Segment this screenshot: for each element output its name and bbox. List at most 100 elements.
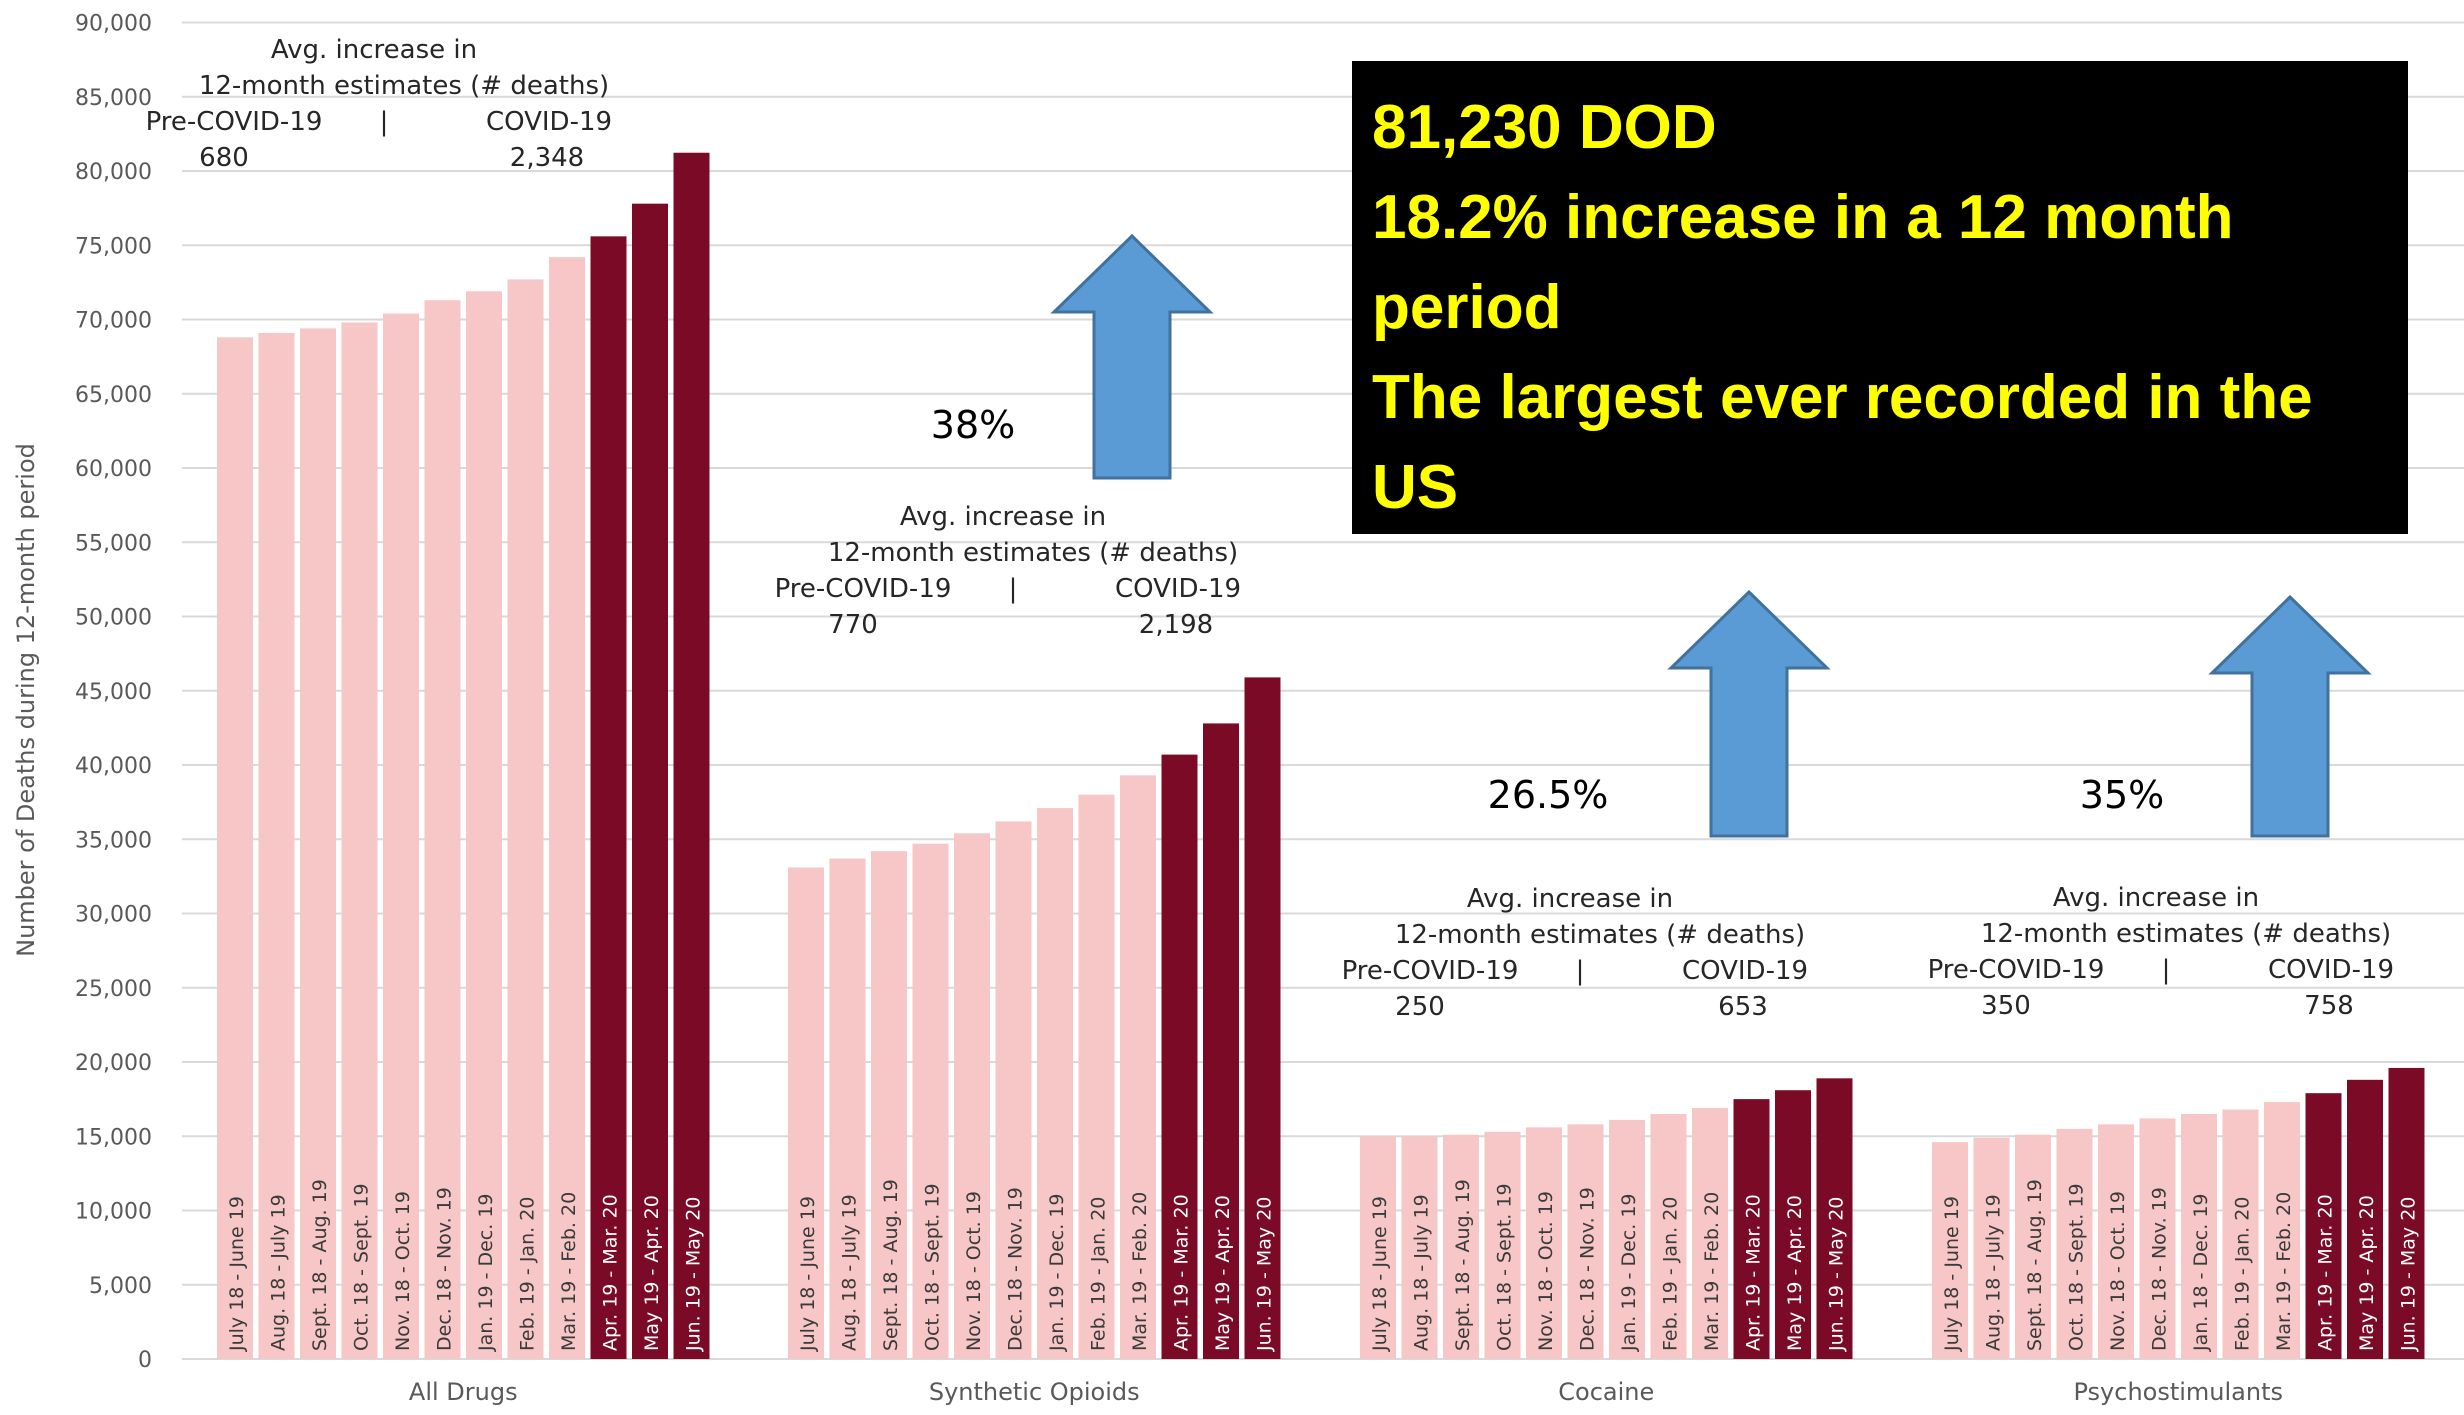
bar-psychostimulants <box>1973 1137 2010 1359</box>
bar-psychostimulants <box>2056 1128 2093 1359</box>
annotation-title-line1: Avg. increase in <box>900 502 1106 532</box>
callout-line-increase: 18.2% increase in a 12 month <box>1372 183 2234 252</box>
bar-cocaine <box>1650 1113 1687 1359</box>
bar-all-drugs <box>507 279 544 1359</box>
bar-cocaine <box>1775 1090 1811 1359</box>
bar-category-label: Mar. 19 - Feb. 20 <box>1129 1192 1151 1351</box>
bar-all-drugs <box>258 332 295 1359</box>
annotation-pre-label: Pre-COVID-19 <box>775 574 952 604</box>
bar-category-label: Apr. 19 - Mar. 20 <box>2315 1194 2337 1351</box>
y-tick-label: 55,000 <box>75 531 152 556</box>
y-tick-label: 20,000 <box>75 1051 152 1076</box>
bar-synthetic-opioids <box>1037 808 1073 1359</box>
bar-category-label: Dec. 18 - Nov. 19 <box>434 1187 456 1351</box>
bar-all-drugs <box>673 152 710 1359</box>
bar-synthetic-opioids <box>995 821 1032 1359</box>
bar-category-label: Jun. 19 - May 20 <box>683 1197 705 1352</box>
bar-cocaine <box>1360 1136 1396 1359</box>
annotation-pre-value: 250 <box>1395 992 1445 1022</box>
bar-category-label: May 19 - Apr. 20 <box>1784 1195 1806 1351</box>
increase-percent-label: 26.5% <box>1488 773 1609 817</box>
bar-psychostimulants <box>2222 1109 2259 1359</box>
bar-psychostimulants <box>2139 1118 2176 1359</box>
y-tick-label: 40,000 <box>75 754 152 779</box>
bar-category-label: Oct. 18 - Sept. 19 <box>922 1183 944 1351</box>
bar-cocaine <box>1816 1078 1853 1359</box>
bar-category-label: Nov. 18 - Oct. 19 <box>1535 1191 1557 1351</box>
bar-cocaine <box>1484 1131 1521 1359</box>
annotation-pre-label: Pre-COVID-19 <box>146 107 323 137</box>
annotation-covid-label: COVID-19 <box>2268 955 2394 985</box>
bar-category-label: Oct. 18 - Sept. 19 <box>2066 1183 2088 1351</box>
bar-category-label: Oct. 18 - Sept. 19 <box>1494 1183 1516 1351</box>
bar-category-label: May 19 - Apr. 20 <box>1212 1195 1234 1351</box>
bar-all-drugs <box>217 337 253 1359</box>
annotation-covid-value: 2,198 <box>1139 610 1213 640</box>
callout-line-period: period <box>1372 273 1562 342</box>
bar-all-drugs <box>424 300 461 1359</box>
bar-cocaine <box>1443 1134 1479 1359</box>
bar-all-drugs <box>549 257 585 1359</box>
y-tick-label: 90,000 <box>75 12 152 37</box>
bar-psychostimulants <box>2098 1124 2134 1359</box>
annotation-pre-value: 680 <box>199 143 249 173</box>
annotation-covid-value: 758 <box>2304 991 2354 1021</box>
bar-synthetic-opioids <box>1244 677 1281 1359</box>
bar-category-label: Aug. 18 - July 19 <box>268 1194 290 1351</box>
bar-category-label: July 18 - June 19 <box>1369 1196 1391 1352</box>
callout-line-largest: The largest ever recorded in the <box>1372 363 2313 432</box>
bar-psychostimulants <box>2264 1102 2300 1359</box>
bar-category-label: Aug. 18 - July 19 <box>1983 1194 2005 1351</box>
bar-category-label: July 18 - June 19 <box>797 1196 819 1352</box>
y-tick-label: 50,000 <box>75 606 152 631</box>
bar-all-drugs <box>341 322 378 1360</box>
bar-category-label: Feb. 19 - Jan. 20 <box>2232 1197 2254 1351</box>
x-group-label: Psychostimulants <box>2073 1378 2283 1406</box>
annotation-title-line2: 12-month estimates (# deaths) <box>1981 919 2391 949</box>
bar-category-label: Dec. 18 - Nov. 19 <box>2149 1187 2171 1351</box>
annotation-title-line2: 12-month estimates (# deaths) <box>828 538 1238 568</box>
annotation-pre-label: Pre-COVID-19 <box>1928 955 2105 985</box>
y-tick-label: 25,000 <box>75 977 152 1002</box>
bar-category-label: May 19 - Apr. 20 <box>641 1195 663 1351</box>
bar-category-label: Feb. 19 - Jan. 20 <box>1660 1197 1682 1351</box>
bar-category-label: Mar. 19 - Feb. 20 <box>2273 1192 2295 1351</box>
bar-category-label: Aug. 18 - July 19 <box>839 1194 861 1351</box>
increase-percent-label: 38% <box>931 403 1015 447</box>
y-axis-label: Number of Deaths during 12-month period <box>12 443 40 957</box>
bar-synthetic-opioids <box>1161 754 1198 1359</box>
callout-line-us: US <box>1372 453 1459 522</box>
annotation-covid-value: 653 <box>1718 992 1768 1022</box>
bar-category-label: Sept. 18 - Aug. 19 <box>309 1179 331 1351</box>
annotation-separator: | <box>380 107 389 137</box>
bar-category-label: Jan. 19 - Dec. 19 <box>1618 1193 1640 1352</box>
increase-arrow-icon <box>2208 594 2372 838</box>
bar-category-label: Feb. 19 - Jan. 20 <box>517 1197 539 1351</box>
annotation-title-line1: Avg. increase in <box>1467 884 1673 914</box>
y-tick-label: 15,000 <box>75 1125 152 1150</box>
bar-category-label: Aug. 18 - July 19 <box>1411 1194 1433 1351</box>
bar-all-drugs <box>590 236 627 1360</box>
annotation-pre-value: 350 <box>1981 991 2031 1021</box>
y-tick-label: 75,000 <box>75 234 152 259</box>
bar-category-label: July 18 - June 19 <box>226 1196 248 1352</box>
bar-category-label: Feb. 19 - Jan. 20 <box>1088 1197 1110 1351</box>
x-group-label: Synthetic Opioids <box>929 1378 1140 1406</box>
x-group-label: Cocaine <box>1558 1378 1654 1406</box>
annotation-covid-label: COVID-19 <box>1115 574 1241 604</box>
bar-category-label: Apr. 19 - Mar. 20 <box>1171 1194 1193 1351</box>
y-tick-label: 30,000 <box>75 903 152 928</box>
bar-category-label: Dec. 18 - Nov. 19 <box>1577 1187 1599 1351</box>
bar-category-label: Dec. 18 - Nov. 19 <box>1005 1187 1027 1351</box>
y-tick-label: 35,000 <box>75 828 152 853</box>
bar-category-label: Nov. 18 - Oct. 19 <box>963 1191 985 1351</box>
bar-cocaine <box>1609 1119 1645 1359</box>
bar-category-label: Sept. 18 - Aug. 19 <box>1452 1179 1474 1351</box>
bar-category-label: Mar. 19 - Feb. 20 <box>558 1192 580 1351</box>
bar-all-drugs <box>632 203 668 1359</box>
increase-arrow-icon <box>1667 589 1831 838</box>
callout-line-total: 81,230 DOD <box>1372 93 1717 162</box>
bar-synthetic-opioids <box>871 851 907 1359</box>
